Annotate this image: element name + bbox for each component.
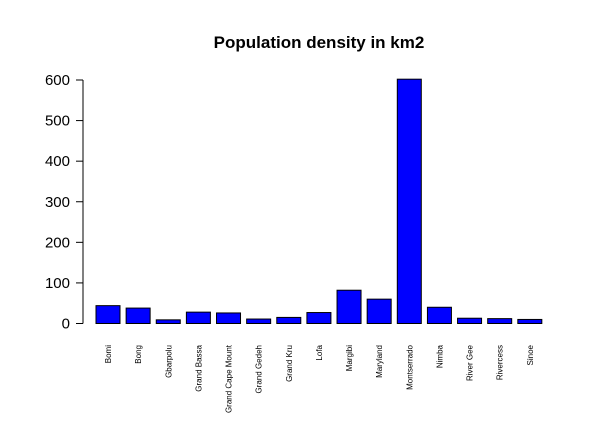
x-axis-labels: Bomi Bong Gbarpolu Grand Bassa Grand Cape Mo… bbox=[104, 344, 535, 413]
chart-title: Population density in km2 bbox=[214, 33, 425, 52]
bar-maryland bbox=[366, 298, 392, 324]
y-axis: 0 100 200 300 400 500 600 bbox=[45, 72, 84, 333]
bar-grand-gedeh bbox=[246, 318, 272, 324]
bar-nimba bbox=[426, 306, 452, 324]
x-tick-label: Grand Bassa bbox=[194, 344, 203, 391]
y-tick-label: 500 bbox=[45, 113, 70, 130]
x-tick-label: Bong bbox=[134, 345, 143, 364]
bar-rivercess bbox=[487, 318, 513, 325]
bar-gbarpolu bbox=[155, 319, 181, 325]
bar-grand-cape-mount bbox=[216, 312, 242, 324]
bar-bomi bbox=[95, 305, 121, 325]
bar-grand-bassa bbox=[185, 311, 211, 324]
bar-margibi bbox=[336, 289, 362, 325]
bar-montserrado bbox=[396, 78, 422, 324]
y-tick-label: 0 bbox=[62, 316, 70, 333]
y-tick-label: 600 bbox=[45, 72, 70, 89]
x-tick-label: Grand Kru bbox=[285, 345, 294, 382]
bar-bong bbox=[125, 307, 151, 325]
x-tick-label: River Gee bbox=[466, 344, 475, 381]
bar-river-gee bbox=[457, 317, 483, 324]
y-tick-label: 400 bbox=[45, 153, 70, 170]
x-tick-label: Maryland bbox=[375, 345, 384, 378]
bars-group bbox=[95, 78, 543, 325]
x-tick-label: Nimba bbox=[435, 344, 444, 368]
x-tick-label: Grand Gedeh bbox=[255, 345, 264, 393]
x-tick-label: Montserrado bbox=[405, 344, 414, 389]
x-tick-label: Sinoe bbox=[526, 344, 535, 365]
bar-grand-kru bbox=[276, 316, 302, 325]
y-tick-label: 100 bbox=[45, 275, 70, 292]
x-tick-label: Bomi bbox=[104, 345, 113, 363]
bar-sinoe bbox=[517, 318, 543, 325]
x-tick-label: Margibi bbox=[345, 345, 354, 371]
y-tick-label: 200 bbox=[45, 234, 70, 251]
bar-lofa bbox=[306, 312, 332, 325]
x-tick-label: Grand Cape Mount bbox=[225, 344, 234, 413]
y-tick-label: 300 bbox=[45, 194, 70, 211]
x-tick-label: Lofa bbox=[315, 344, 324, 360]
x-tick-label: Rivercess bbox=[496, 345, 505, 380]
x-tick-label: Gbarpolu bbox=[164, 345, 173, 378]
